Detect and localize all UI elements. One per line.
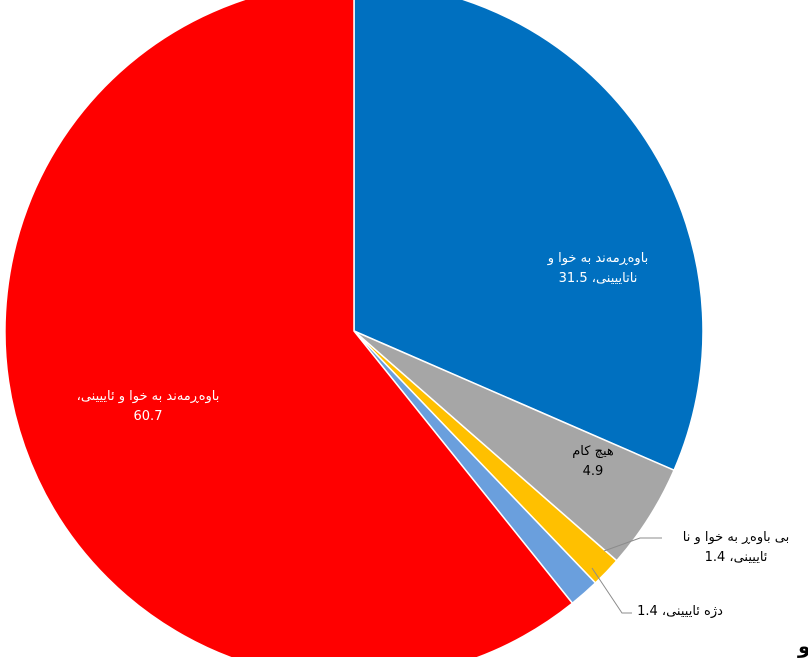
data-label-line: ئاییینی، 1.4 [705, 550, 768, 565]
data-label-line: دژە ئاییینی، 1.4 [637, 604, 723, 619]
data-label-1: باوەڕمەند بە خوا و ناتاییینی، 31.5 [547, 251, 649, 286]
data-label-5: باوەڕمەند بە خوا و ئاییینی، 60.7 [77, 389, 220, 424]
pie-slices [4, 0, 704, 657]
data-label-3: بی باوەڕ بە خوا و نا ئاییینی، 1.4 [683, 530, 790, 565]
data-label-line: باوەڕمەند بە خوا و [547, 251, 649, 266]
data-label-line: باوەڕمەند بە خوا و ئاییینی، [77, 389, 220, 404]
data-label-line: ناتاییینی، 31.5 [559, 271, 638, 286]
data-label-line: بی باوەڕ بە خوا و نا [683, 530, 790, 545]
pie-slice-5 [4, 0, 574, 657]
data-label-2: هیچ کام 4.9 [572, 444, 614, 479]
data-labels: باوەڕمەند بە خوا و ناتاییینی، 31.5 هیچ کام… [77, 251, 790, 619]
data-label-line: 60.7 [134, 409, 163, 424]
data-label-line: هیچ کام [572, 444, 614, 459]
leader-lines [591, 537, 662, 614]
cropped-glyph: و [798, 634, 808, 658]
pie-slice-1 [353, 0, 704, 472]
data-label-4: دژە ئاییینی، 1.4 [637, 604, 723, 619]
data-label-line: 4.9 [583, 464, 604, 479]
leader-line-1 [603, 537, 662, 552]
leader-line-2 [591, 567, 632, 614]
